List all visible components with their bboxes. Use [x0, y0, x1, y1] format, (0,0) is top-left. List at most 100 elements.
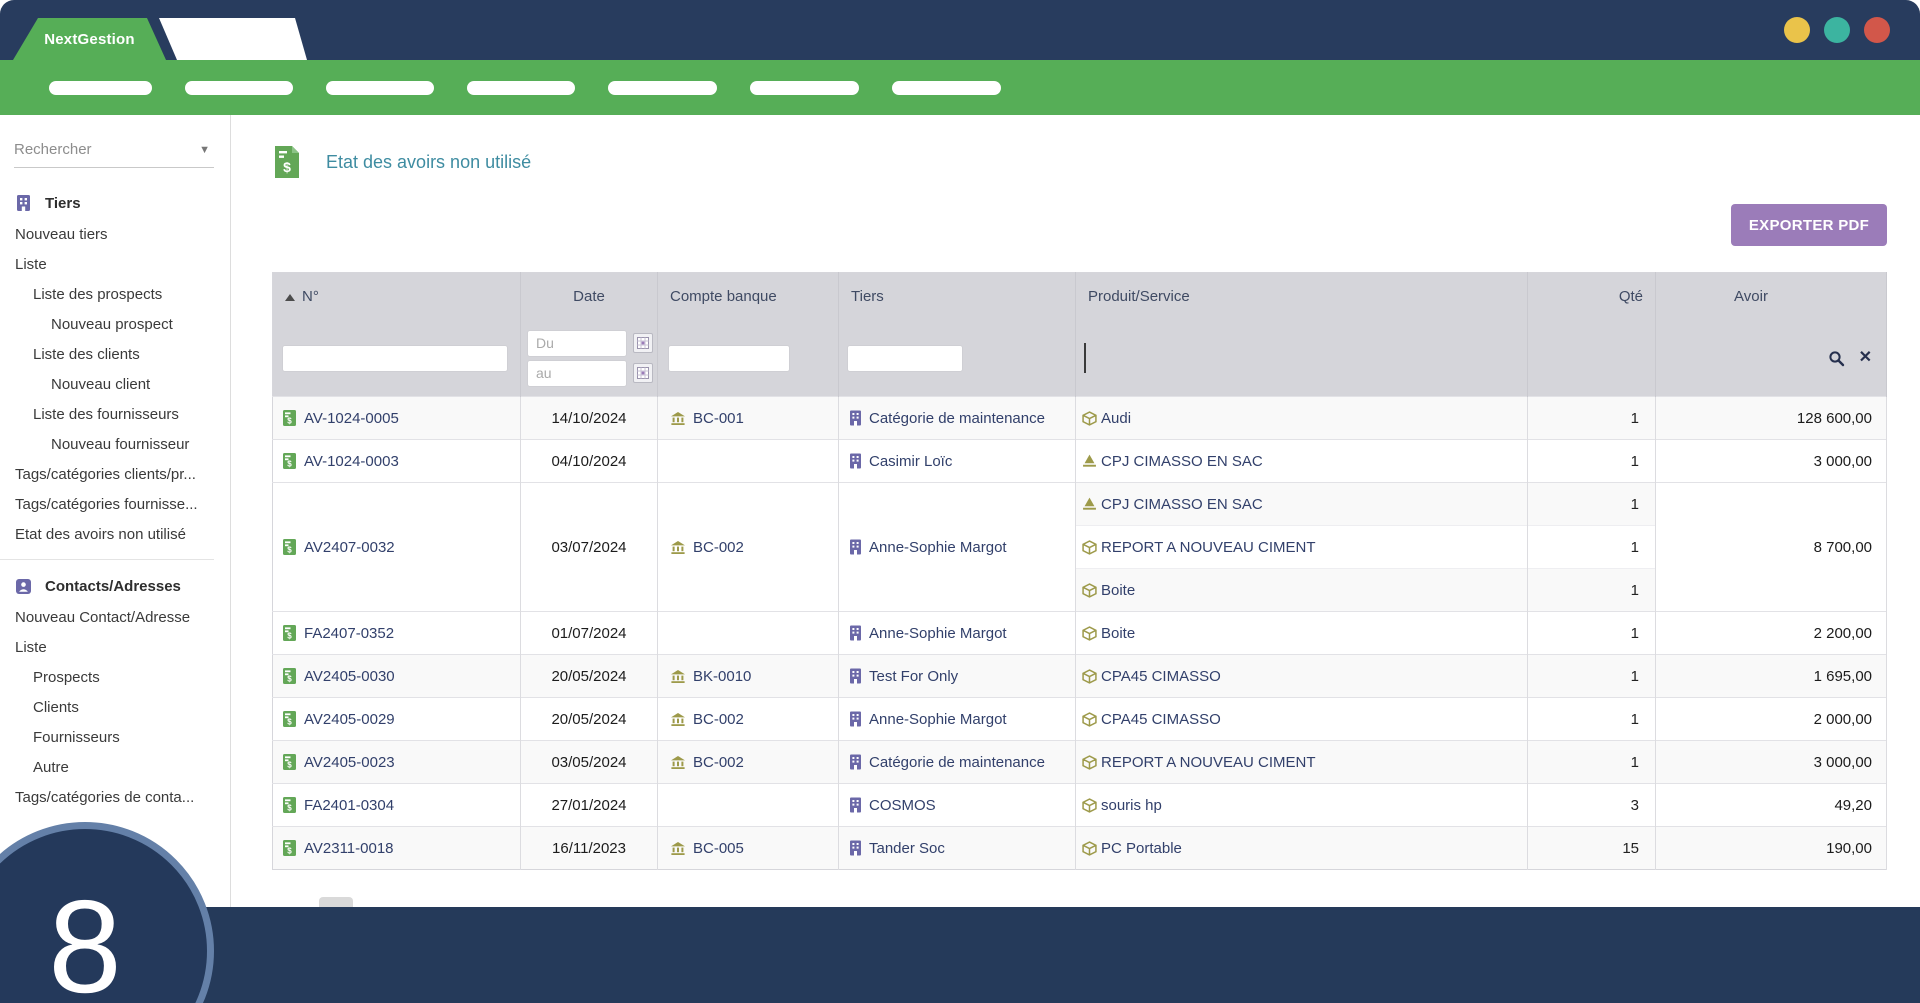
menu-pill-7[interactable]: [892, 80, 1001, 95]
table-row[interactable]: $ FA2407-0352 01/07/2024 Anne-Sophie Marg…: [272, 611, 1887, 655]
filter-bank-input[interactable]: [668, 344, 790, 372]
menu-pill-5[interactable]: [608, 80, 717, 95]
svg-text:$: $: [287, 761, 292, 770]
box-icon: [1082, 582, 1097, 598]
menu-pill-2[interactable]: [185, 80, 293, 95]
sidebar-item-nouveau-client[interactable]: Nouveau client: [51, 376, 151, 393]
cone-icon: [1082, 454, 1097, 468]
avoirs-table: N° Date Compte banque Tiers Produit/Serv…: [272, 272, 1887, 870]
box-icon: [1082, 754, 1097, 770]
credit-doc-icon: $: [282, 753, 297, 771]
table-row[interactable]: $ AV2405-0023 03/05/2024 BC-002 Catégorie…: [272, 740, 1887, 784]
text-cursor[interactable]: [1084, 343, 1086, 374]
blank-tab[interactable]: [159, 18, 307, 60]
page-title: Etat des avoirs non utilisé: [326, 151, 532, 172]
sidebar-item-prospects[interactable]: Prospects: [33, 669, 100, 686]
window-controls: [1784, 17, 1890, 43]
maximize-dot-icon[interactable]: [1824, 17, 1850, 43]
credit-note-document-icon: $: [272, 143, 302, 181]
box-icon: [1082, 625, 1097, 641]
sidebar-item-etat-avoirs[interactable]: Etat des avoirs non utilisé: [15, 526, 186, 543]
credit-doc-icon: $: [282, 538, 297, 556]
filter-date-from-input[interactable]: [527, 329, 627, 357]
svg-text:$: $: [287, 632, 292, 641]
table-row[interactable]: REPORT A NOUVEAU CIMENT 1: [273, 525, 1887, 569]
building-icon: [849, 754, 862, 770]
box-icon: [1082, 840, 1097, 856]
svg-text:$: $: [287, 417, 292, 426]
table-row[interactable]: $ AV2405-0030 20/05/2024 BK-0010 Test For…: [272, 654, 1887, 698]
sidebar-item-autre[interactable]: Autre: [33, 759, 69, 776]
main-menu-bar: [0, 60, 1920, 115]
sidebar-item-clients[interactable]: Clients: [33, 699, 79, 716]
column-header-bank[interactable]: Compte banque: [657, 272, 839, 321]
credit-doc-icon: $: [282, 710, 297, 728]
table-row[interactable]: $ FA2401-0304 27/01/2024 COSMOS souris hp…: [272, 783, 1887, 827]
svg-text:$: $: [287, 804, 292, 813]
sidebar-item-nouveau-fournisseur[interactable]: Nouveau fournisseur: [51, 436, 190, 453]
sidebar-item-liste-prospects[interactable]: Liste des prospects: [33, 286, 163, 303]
filter-tiers-input[interactable]: [847, 344, 963, 372]
sidebar-item-nouveau-prospect[interactable]: Nouveau prospect: [51, 316, 173, 333]
column-header-tiers[interactable]: Tiers: [838, 272, 1076, 321]
box-icon: [1082, 797, 1097, 813]
sidebar-item-nouveau-contact[interactable]: Nouveau Contact/Adresse: [15, 609, 191, 626]
sidebar-divider: [0, 559, 214, 560]
calendar-icon[interactable]: [633, 363, 653, 384]
step-number: 8: [48, 873, 122, 1003]
column-header-no[interactable]: N°: [272, 272, 521, 321]
building-icon: [849, 668, 862, 684]
building-icon: [849, 539, 862, 555]
column-header-qty[interactable]: Qté: [1527, 272, 1656, 321]
brand-tab[interactable]: NextGestion: [13, 18, 166, 60]
menu-pill-1[interactable]: [49, 80, 152, 95]
export-pdf-button[interactable]: EXPORTER PDF: [1731, 204, 1887, 246]
box-icon: [1082, 539, 1097, 555]
credit-doc-icon: $: [282, 839, 297, 857]
bank-icon: [670, 755, 686, 770]
column-header-avoir[interactable]: Avoir: [1655, 272, 1887, 321]
credit-doc-icon: $: [282, 452, 297, 470]
svg-text:$: $: [287, 546, 292, 555]
search-icon[interactable]: [1828, 350, 1845, 367]
table-row[interactable]: $ AV2405-0029 20/05/2024 BC-002 Anne-Soph…: [272, 697, 1887, 741]
table-row[interactable]: Boite 1: [273, 568, 1887, 612]
box-icon: [1082, 410, 1097, 426]
sidebar-item-liste-tiers[interactable]: Liste: [15, 256, 47, 273]
svg-text:$: $: [283, 159, 291, 175]
building-icon: [849, 410, 862, 426]
building-icon: [849, 797, 862, 813]
minimize-dot-icon[interactable]: [1784, 17, 1810, 43]
building-icon: [15, 194, 32, 212]
menu-pill-3[interactable]: [326, 80, 434, 95]
svg-text:$: $: [287, 847, 292, 856]
filter-no-input[interactable]: [282, 344, 508, 372]
contact-card-icon: [15, 578, 32, 595]
filter-date-to-input[interactable]: [527, 359, 627, 387]
bank-icon: [670, 841, 686, 856]
table-row[interactable]: $ AV2311-0018 16/11/2023 BC-005 Tander So…: [272, 826, 1887, 870]
sidebar-item-tags-clients[interactable]: Tags/catégories clients/pr...: [15, 466, 196, 483]
sidebar-item-liste-fournisseurs[interactable]: Liste des fournisseurs: [33, 406, 179, 423]
column-header-product[interactable]: Produit/Service: [1075, 272, 1528, 321]
table-row[interactable]: $ AV-1024-0005 14/10/2024 BC-001 Catégori…: [272, 396, 1887, 440]
sidebar-item-tags-contacts[interactable]: Tags/catégories de conta...: [15, 789, 195, 806]
sidebar-item-liste-clients[interactable]: Liste des clients: [33, 346, 140, 363]
clear-filters-icon[interactable]: ✕: [1858, 349, 1872, 367]
sidebar-item-nouveau-tiers[interactable]: Nouveau tiers: [15, 226, 108, 243]
table-row-group[interactable]: $ AV2407-0032 03/07/2024 BC-002 Anne-Soph…: [272, 482, 1887, 612]
sidebar-item-liste-contacts[interactable]: Liste: [15, 639, 47, 656]
table-row[interactable]: $ AV-1024-0003 04/10/2024 Casimir Loïc CP…: [272, 439, 1887, 483]
sidebar-item-fournisseurs[interactable]: Fournisseurs: [33, 729, 120, 746]
svg-text:$: $: [287, 718, 292, 727]
sidebar-section-contacts: Contacts/Adresses: [0, 578, 230, 595]
close-dot-icon[interactable]: [1864, 17, 1890, 43]
bottom-bar: [0, 907, 1920, 1003]
sidebar-item-tags-fournisseurs[interactable]: Tags/catégories fournisse...: [15, 496, 198, 513]
column-header-date[interactable]: Date: [520, 272, 658, 321]
credit-doc-icon: $: [282, 624, 297, 642]
menu-pill-6[interactable]: [750, 80, 859, 95]
menu-pill-4[interactable]: [467, 80, 575, 95]
search-select[interactable]: Rechercher ▼: [14, 139, 214, 168]
calendar-icon[interactable]: [633, 333, 653, 354]
